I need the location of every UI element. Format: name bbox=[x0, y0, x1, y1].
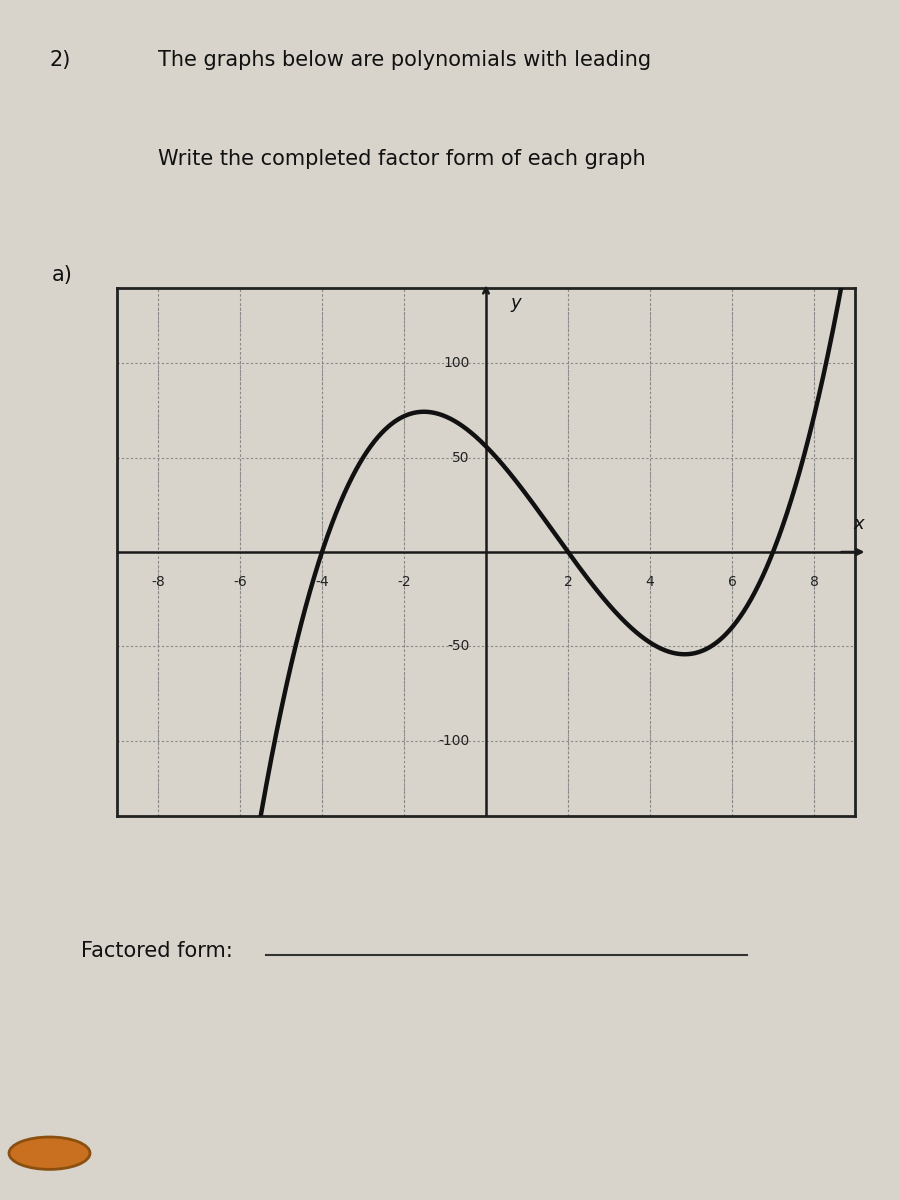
Text: 4: 4 bbox=[645, 575, 654, 589]
Text: x: x bbox=[854, 515, 864, 533]
Text: Write the completed factor form of each graph: Write the completed factor form of each … bbox=[158, 149, 645, 169]
Text: 8: 8 bbox=[810, 575, 818, 589]
Text: -6: -6 bbox=[233, 575, 247, 589]
Text: Factored form:: Factored form: bbox=[81, 941, 233, 961]
Text: -8: -8 bbox=[151, 575, 165, 589]
Text: 2): 2) bbox=[50, 50, 71, 70]
Circle shape bbox=[9, 1138, 90, 1169]
Text: The graphs below are polynomials with leading: The graphs below are polynomials with le… bbox=[158, 50, 651, 70]
Text: 2: 2 bbox=[563, 575, 572, 589]
Text: 100: 100 bbox=[443, 356, 470, 371]
Text: -50: -50 bbox=[447, 640, 470, 653]
Text: y: y bbox=[510, 294, 521, 312]
Text: 50: 50 bbox=[452, 451, 470, 464]
Text: 6: 6 bbox=[727, 575, 736, 589]
Text: -2: -2 bbox=[397, 575, 410, 589]
Text: a): a) bbox=[51, 265, 72, 286]
Text: -4: -4 bbox=[315, 575, 328, 589]
Text: -100: -100 bbox=[438, 733, 470, 748]
